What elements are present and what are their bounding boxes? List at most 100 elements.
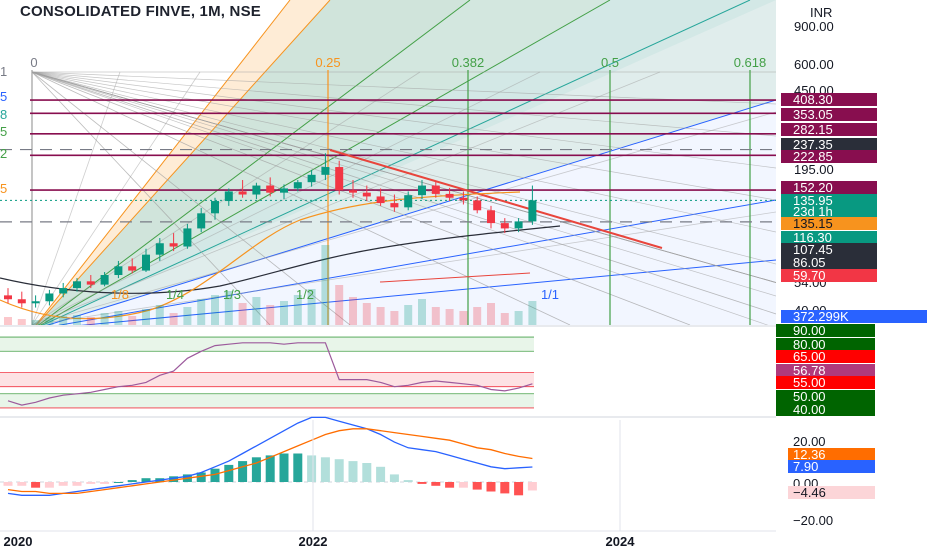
currency-label: INR [810, 5, 833, 20]
ma-line [0, 225, 561, 294]
macd-histogram-bar [58, 482, 68, 486]
price-tag-label: 152.20 [793, 180, 833, 195]
macd-histogram-bar [334, 459, 344, 482]
fib-fan-label: 1/1 [541, 287, 559, 302]
fib-fan-zone [32, 0, 776, 325]
fib-level-label: 0.5 [601, 55, 619, 70]
macd-histogram-bar [127, 480, 137, 482]
fib-fan-label: 1/3 [223, 287, 241, 302]
volume-bar [238, 303, 247, 325]
candle-body [404, 195, 413, 208]
trend-line [379, 272, 531, 283]
gann-line [31, 71, 776, 105]
candle-body [500, 223, 509, 229]
price-tag-label: 372.299K [793, 309, 849, 324]
rsi-tag [776, 390, 875, 403]
macd-histogram-bar [389, 474, 399, 482]
rsi-tag-label: 50.00 [793, 389, 826, 404]
fib-fan-line [79, 259, 776, 325]
rsi-tag [776, 403, 875, 416]
candle-body [114, 266, 123, 276]
price-tag-label: 237.35 [793, 137, 833, 152]
volume-bar [418, 299, 426, 325]
volume-bar [362, 303, 371, 325]
price-tag [781, 93, 877, 106]
volume-bar [404, 305, 413, 325]
candle-body [280, 188, 288, 193]
rsi-tag [776, 376, 875, 389]
volume-bar [293, 295, 302, 325]
fib-edge-label: 5 [0, 124, 7, 139]
macd-histogram-bar [486, 482, 496, 492]
candle-body [335, 167, 344, 191]
macd-histogram-bar [320, 457, 330, 482]
fib-fan-zone [36, 0, 776, 325]
rsi-tag-label: 55.00 [793, 375, 826, 390]
candle-body [128, 266, 137, 271]
candle-body [45, 293, 54, 302]
fib-level-label: 0.618 [734, 55, 767, 70]
rsi-tag [776, 350, 875, 363]
price-tag-label: 59.70 [793, 268, 826, 283]
volume-bar [321, 245, 330, 325]
volume-bar [390, 311, 399, 325]
price-tag-label: 107.45 [793, 242, 833, 257]
price-tag-label: 23d 1h [793, 204, 833, 219]
candle-body [142, 254, 150, 271]
fib-fan-line [35, 0, 331, 325]
macd-histogram-bar [210, 468, 220, 482]
gann-line [31, 211, 776, 325]
volume-bar [335, 285, 344, 325]
rsi-tag-label: 90.00 [793, 323, 826, 338]
macd-histogram-bar [458, 482, 468, 488]
volume-bar [31, 320, 40, 325]
price-tag [781, 269, 877, 282]
rsi-zone [0, 393, 534, 408]
candle-body [293, 182, 302, 189]
macd-histogram-bar [500, 482, 510, 494]
volume-bar [224, 291, 233, 325]
rsi-line [7, 342, 533, 406]
candle-body [376, 196, 385, 204]
candle-body [238, 191, 247, 195]
volume-bar [86, 317, 95, 325]
volume-bar [183, 307, 192, 325]
candle-body [86, 281, 95, 285]
price-tag-label: 135.95 [793, 193, 833, 208]
fib-fan-zone [40, 0, 776, 325]
volume-bar [155, 305, 164, 325]
gann-line [31, 71, 271, 325]
macd-tag-label: 7.90 [793, 459, 818, 474]
gann-line [31, 71, 691, 325]
candle-body [73, 281, 81, 289]
price-tag [781, 256, 877, 269]
candle-body [349, 190, 357, 193]
price-tag [781, 310, 927, 323]
macd-histogram-bar [293, 453, 303, 482]
macd-histogram-bar [238, 461, 248, 482]
symbol-title[interactable]: CONSOLIDATED FINVE, 1M, NSE [20, 3, 261, 20]
macd-histogram-bar [17, 482, 27, 486]
signal-line [7, 428, 533, 495]
fib-level-label: 0 [30, 55, 37, 70]
macd-histogram-bar [72, 482, 82, 486]
macd-tag [788, 460, 875, 473]
candle-body [211, 201, 219, 214]
macd-histogram-bar [169, 476, 179, 482]
volume-bar [514, 311, 523, 325]
volume-bar [17, 319, 26, 325]
volume-bar [169, 313, 178, 325]
candle-body [307, 174, 316, 183]
price-tag-label: 86.05 [793, 255, 826, 270]
price-tag [781, 123, 877, 136]
macd-histogram-bar [251, 457, 261, 482]
gann-line [31, 71, 121, 325]
time-axis-label: 2022 [299, 534, 328, 549]
macd-histogram-bar [307, 455, 317, 482]
macd-histogram-bar [224, 464, 234, 482]
macd-histogram-bar [279, 453, 289, 482]
volume-bar [252, 297, 261, 325]
gann-line [31, 71, 776, 137]
